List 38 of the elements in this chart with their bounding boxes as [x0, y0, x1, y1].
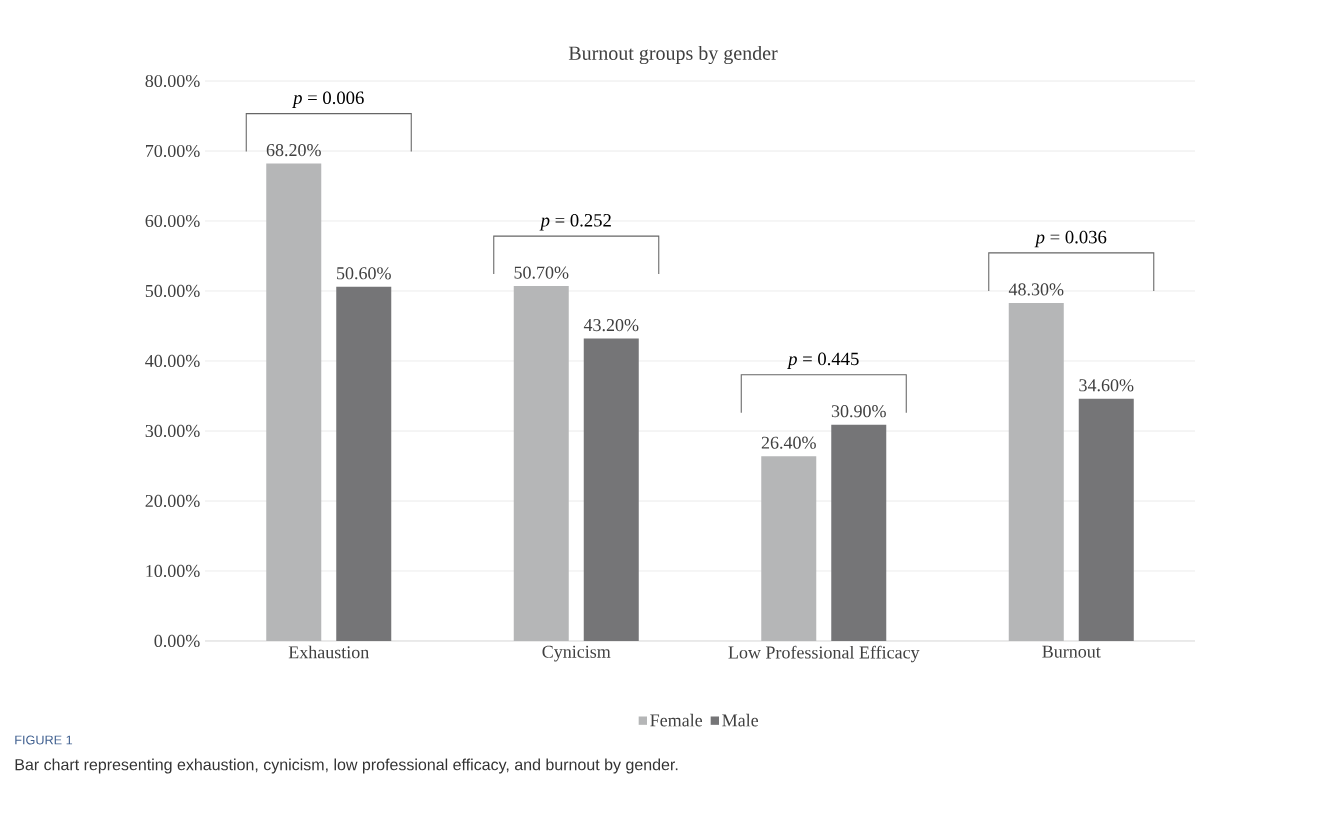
y-tick-label: 60.00%	[145, 214, 200, 228]
data-label: 34.60%	[1079, 379, 1134, 392]
bar	[266, 163, 322, 641]
bar	[761, 456, 817, 641]
x-tick-label: Exhaustion	[288, 645, 369, 659]
bar	[831, 424, 887, 641]
x-tick-label: Low Professional Efficacy	[728, 645, 920, 663]
y-tick-label: 40.00%	[145, 354, 200, 368]
data-label: 26.40%	[761, 436, 816, 449]
y-tick-label: 10.00%	[146, 564, 200, 578]
data-label: 68.20%	[266, 143, 321, 157]
legend-label: Male	[722, 713, 759, 727]
caption: FIGURE 1	[15, 735, 73, 745]
y-tick-label: 80.00%	[145, 74, 200, 88]
y-tick-label: 0.00%	[154, 634, 200, 648]
text: Bar chart representing exhaustion, cynicism, low professional efficacy, and burnout by gender.	[15, 758, 678, 774]
chart-title: Burnout groups by gender	[568, 45, 778, 65]
bar	[1078, 398, 1134, 641]
bar	[513, 286, 569, 641]
annotation: p = 0.036	[1034, 230, 1107, 248]
bar	[583, 338, 639, 641]
x-tick-label: Cynicism	[542, 645, 611, 662]
data-label: 43.20%	[583, 318, 639, 332]
annotation: p = 0.445	[787, 352, 859, 369]
data-label: 30.90%	[831, 405, 886, 418]
y-tick-label: 50.00%	[145, 284, 200, 298]
data-label: 50.70%	[514, 266, 569, 279]
bar	[1008, 302, 1064, 641]
annotation: p = 0.006	[292, 91, 364, 108]
y-tick-label: 20.00%	[145, 494, 200, 508]
bar	[336, 286, 392, 641]
x-tick-label: Burnout	[1042, 645, 1101, 658]
y-tick-label: 30.00%	[145, 424, 200, 438]
y-tick-label: 70.00%	[145, 144, 200, 158]
data-label: 48.30%	[1008, 283, 1064, 296]
data-label: 50.60%	[337, 267, 391, 280]
legend-label: Female	[650, 713, 703, 727]
annotation: p = 0.252	[539, 213, 611, 231]
